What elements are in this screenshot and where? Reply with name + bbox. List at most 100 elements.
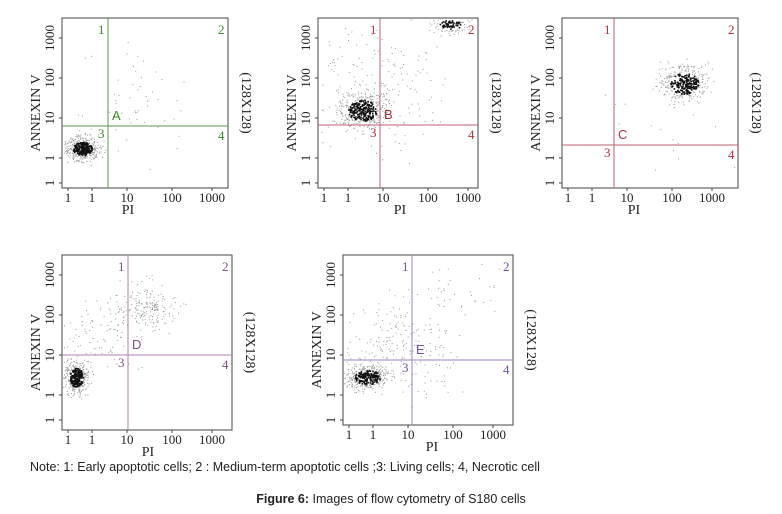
- cell-dot: [347, 374, 349, 376]
- cell-dot: [75, 155, 77, 157]
- cell-dot: [430, 332, 432, 333]
- cell-dot: [391, 76, 393, 78]
- cell-dot: [70, 376, 72, 378]
- cell-dot: [680, 80, 682, 82]
- cell-dot: [72, 384, 75, 387]
- y-tick-label: 10: [42, 112, 57, 125]
- cell-dot: [88, 148, 90, 150]
- cell-dot: [83, 141, 85, 144]
- cell-dot: [80, 155, 82, 157]
- cell-dot: [429, 324, 431, 326]
- cell-dot: [375, 113, 378, 115]
- cell-dot: [444, 300, 445, 302]
- cell-dot: [405, 316, 406, 318]
- cell-dot: [72, 155, 74, 157]
- cell-dot: [78, 146, 81, 149]
- cell-dot: [333, 71, 335, 73]
- cell-dot: [440, 345, 442, 346]
- cell-dot: [110, 349, 112, 351]
- cell-dot: [157, 126, 159, 128]
- cell-dot: [686, 90, 688, 93]
- cell-dot: [331, 69, 333, 71]
- cell-dot: [73, 150, 75, 152]
- cell-dot: [701, 92, 703, 94]
- cell-dot: [372, 107, 375, 110]
- cell-dot: [92, 146, 93, 148]
- cell-dot: [361, 386, 363, 388]
- cell-dot: [353, 378, 355, 380]
- cell-dot: [354, 138, 356, 140]
- cell-dot: [671, 97, 673, 99]
- cell-dot: [74, 366, 76, 368]
- cell-dot: [373, 119, 375, 121]
- cell-dot: [392, 370, 394, 372]
- cell-dot: [66, 360, 68, 362]
- cell-dot: [446, 30, 448, 32]
- cell-dot: [697, 81, 700, 83]
- cell-dot: [72, 144, 74, 146]
- cell-dot: [93, 138, 95, 140]
- cell-dot: [363, 125, 365, 127]
- cell-dot: [458, 22, 460, 24]
- cell-dot: [84, 148, 87, 151]
- cell-dot: [376, 153, 377, 154]
- cell-dot: [695, 80, 697, 83]
- cell-dot: [70, 137, 72, 139]
- cell-dot: [346, 374, 348, 376]
- cell-dot: [131, 304, 133, 306]
- cell-dot: [438, 364, 440, 366]
- cell-dot: [371, 376, 374, 378]
- cell-dot: [65, 147, 66, 149]
- cell-dot: [676, 84, 679, 87]
- cell-dot: [391, 327, 393, 329]
- cell-dot: [82, 137, 84, 139]
- cell-dot: [714, 126, 716, 128]
- cell-dot: [133, 65, 134, 67]
- cell-dot: [83, 364, 85, 366]
- cell-dot: [365, 116, 368, 119]
- cell-dot: [183, 81, 185, 83]
- cell-dot: [357, 386, 359, 388]
- cell-dot: [451, 25, 454, 27]
- cell-dot: [118, 94, 120, 96]
- cell-dot: [693, 79, 696, 81]
- cell-dot: [359, 372, 362, 374]
- cell-dot: [84, 383, 86, 385]
- cell-dot: [366, 117, 368, 120]
- cell-dot: [359, 106, 362, 108]
- cell-dot: [674, 82, 676, 84]
- cell-dot: [364, 110, 366, 112]
- cell-dot: [334, 62, 335, 64]
- cell-dot: [341, 113, 343, 114]
- cell-dot: [103, 316, 105, 318]
- cell-dot: [89, 133, 91, 135]
- cell-dot: [665, 90, 667, 92]
- cell-dot: [347, 348, 349, 350]
- cell-dot: [383, 103, 385, 105]
- cell-dot: [353, 105, 356, 107]
- cell-dot: [353, 127, 355, 129]
- cell-dot: [67, 379, 69, 381]
- cell-dot: [379, 326, 381, 328]
- cell-dot: [138, 301, 140, 303]
- cell-dot: [79, 386, 81, 388]
- cell-dot: [456, 356, 458, 358]
- cell-dot: [381, 371, 383, 373]
- cell-dot: [364, 385, 366, 387]
- cell-dot: [355, 381, 356, 383]
- cell-dot: [69, 157, 71, 159]
- cell-dot: [67, 373, 69, 375]
- cell-dot: [681, 69, 683, 71]
- cell-dot: [328, 41, 330, 43]
- cell-dot: [383, 85, 385, 87]
- x-tick-label: 1: [321, 190, 328, 205]
- cell-dot: [401, 358, 403, 360]
- cell-dot: [384, 368, 386, 370]
- caption-text: Images of flow cytometry of S180 cells: [313, 492, 526, 506]
- cell-dot: [372, 374, 375, 376]
- cell-dot: [362, 369, 364, 371]
- cell-dot: [365, 96, 367, 98]
- cell-dot: [74, 375, 77, 377]
- cell-dot: [674, 75, 677, 78]
- cell-dot: [115, 294, 117, 296]
